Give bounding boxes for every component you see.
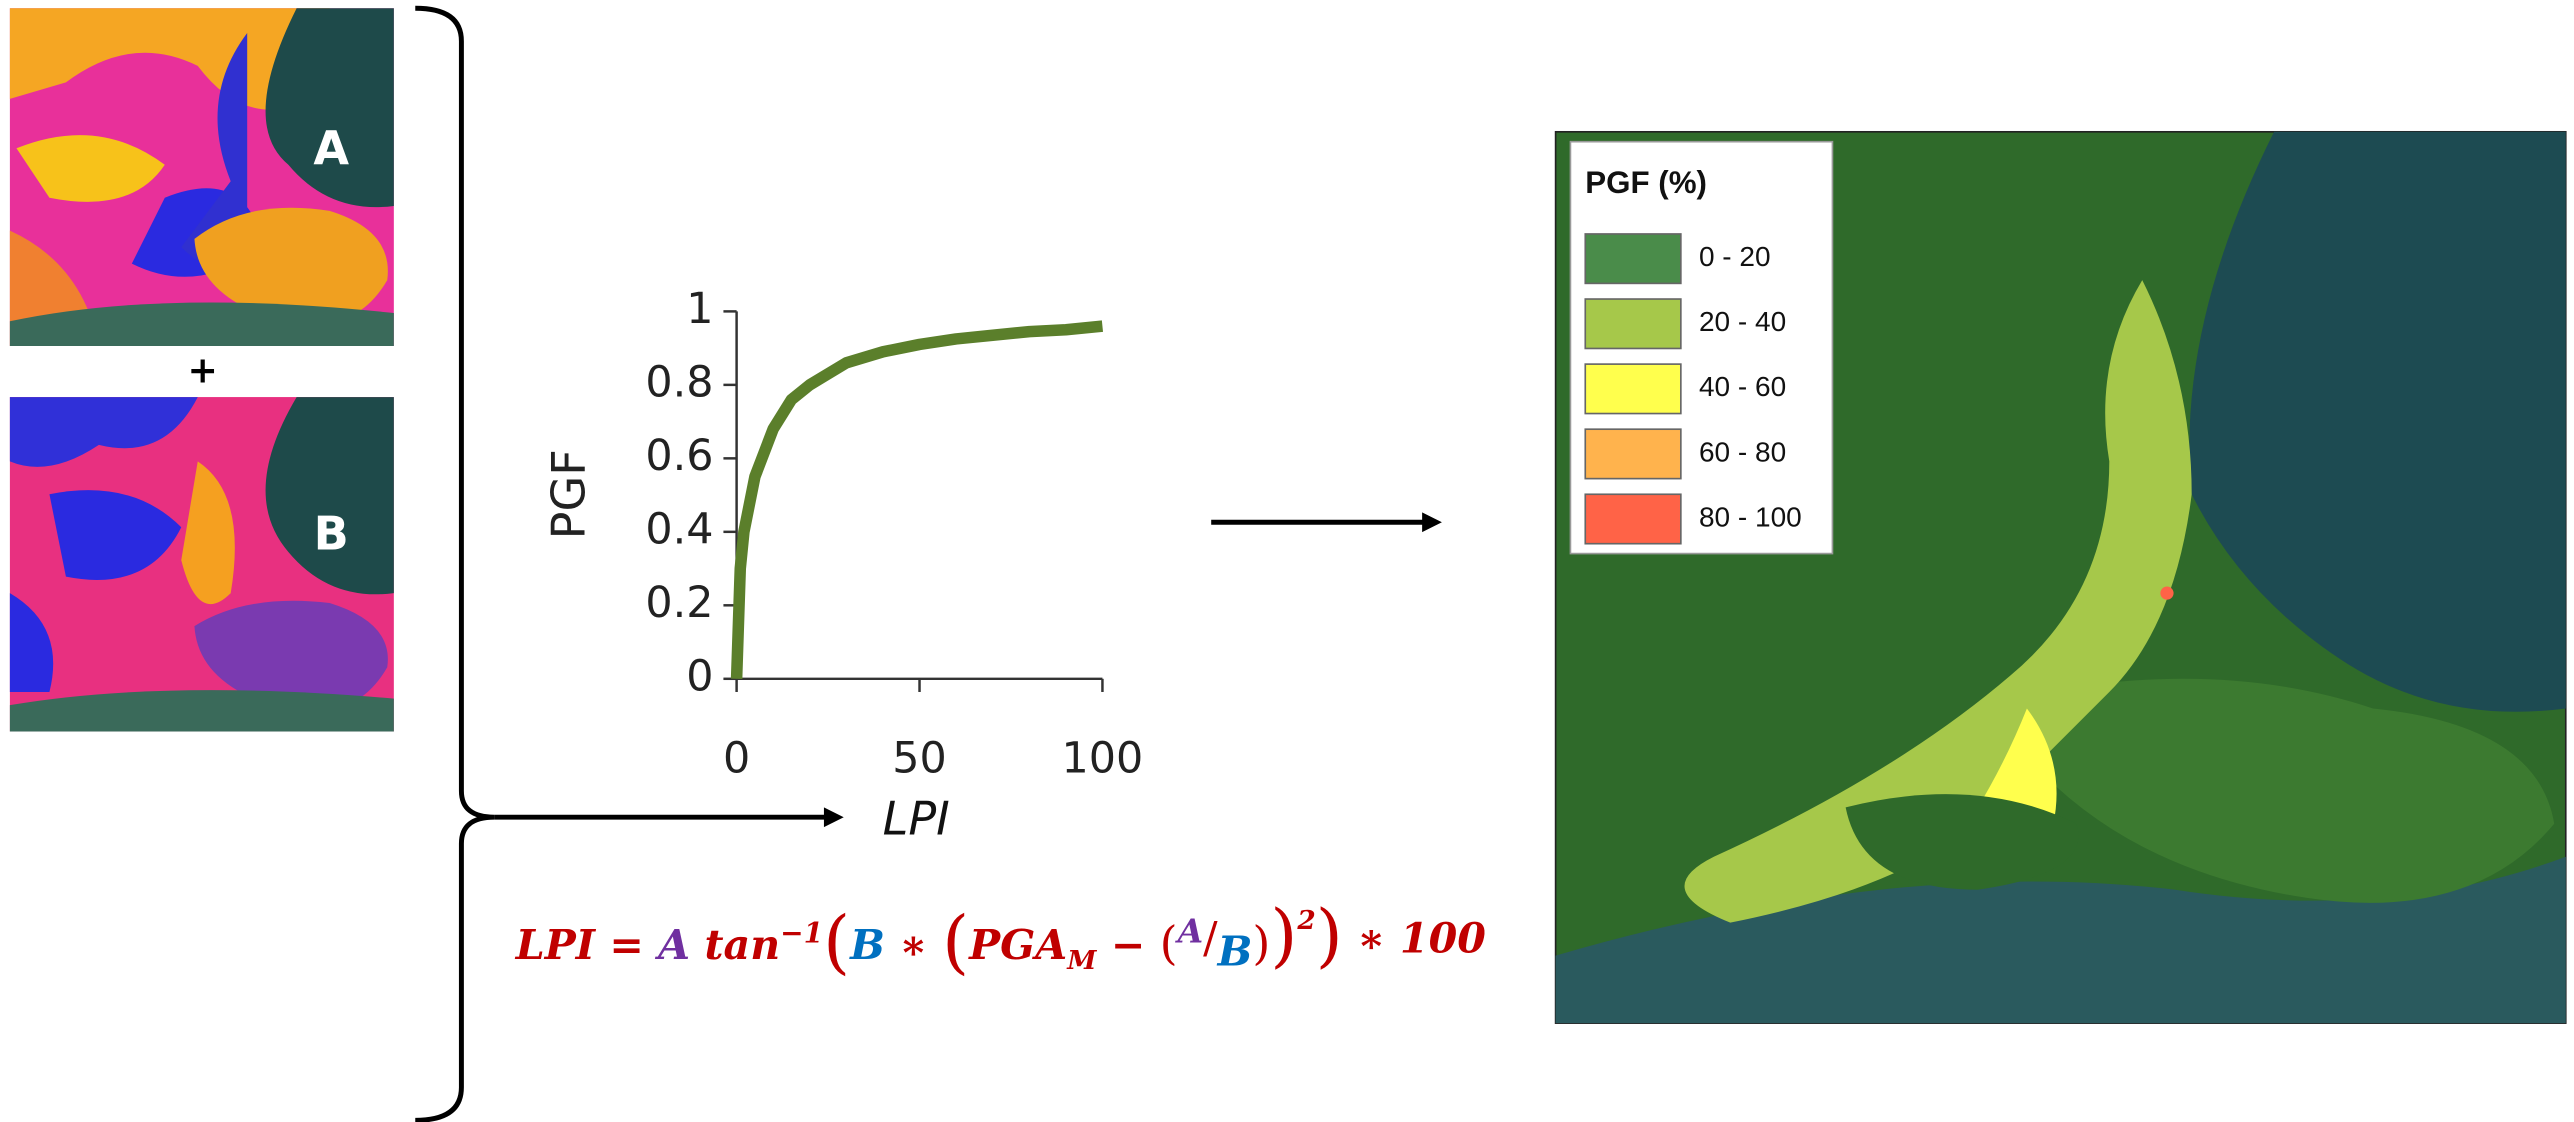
legend-swatch bbox=[1584, 233, 1682, 285]
formula-part: ∗ 100 bbox=[1343, 913, 1486, 962]
formula-part: ) bbox=[1252, 916, 1270, 970]
y-tick-label: 0.4 bbox=[645, 504, 713, 554]
formula-part: − bbox=[1096, 920, 1159, 969]
formula-part: ) bbox=[1316, 896, 1343, 976]
map-label: B bbox=[314, 507, 349, 561]
legend-title: PGF (%) bbox=[1585, 165, 1707, 200]
map-b: B bbox=[9, 397, 394, 732]
formula-part: ( bbox=[1160, 916, 1178, 970]
y-tick-label: 0.6 bbox=[645, 431, 713, 481]
legend: PGF (%) 0 - 20 20 - 40 40 - 60 60 - 80 80 - … bbox=[1569, 140, 1834, 555]
formula-part: −1 bbox=[780, 916, 823, 949]
formula-part: B bbox=[1217, 926, 1253, 975]
legend-label: 40 - 60 bbox=[1699, 371, 1786, 402]
legend-swatch bbox=[1584, 298, 1682, 350]
brace bbox=[415, 5, 495, 1122]
x-tick-label: 0 bbox=[723, 734, 750, 784]
arrow-head bbox=[1422, 512, 1442, 533]
data-line bbox=[730, 320, 1104, 679]
legend-label: 60 - 80 bbox=[1699, 436, 1786, 467]
map-label: A bbox=[313, 121, 349, 175]
legend-swatch bbox=[1584, 363, 1682, 415]
y-tick-label: 1 bbox=[686, 284, 713, 334]
legend-swatch bbox=[1584, 428, 1682, 480]
formula-part: LPI = bbox=[515, 920, 658, 969]
formula-part: tan bbox=[690, 920, 780, 969]
formula-part: 2 bbox=[1296, 905, 1315, 936]
formula-part: A bbox=[1175, 911, 1204, 950]
formula-part: A bbox=[654, 920, 690, 969]
y-tick-label: 0.8 bbox=[645, 357, 713, 407]
formula-part: / bbox=[1203, 913, 1218, 963]
arrow-head bbox=[823, 807, 844, 828]
formula-part: ) bbox=[1270, 896, 1297, 976]
y-tick-label: 0 bbox=[686, 651, 713, 701]
legend-box bbox=[1569, 140, 1834, 555]
formula-part: ∗ bbox=[885, 920, 942, 969]
formula-part: ( bbox=[942, 902, 969, 982]
map-a: A bbox=[9, 8, 394, 346]
x-tick-label: 50 bbox=[892, 734, 947, 784]
result-map bbox=[1554, 130, 2567, 1024]
formula-part: M bbox=[1066, 945, 1097, 976]
chart: PGF LPI 0 0.2 0.4 0.6 0.8 1 0 50 100 bbox=[541, 284, 1143, 846]
formula-part: B bbox=[849, 920, 885, 969]
y-axis-label: PGF bbox=[541, 449, 595, 539]
x-tick-label: 100 bbox=[1062, 734, 1144, 784]
legend-label: 0 - 20 bbox=[1699, 241, 1771, 272]
legend-label: 80 - 100 bbox=[1699, 501, 1802, 532]
plus-sign: + bbox=[188, 348, 218, 391]
legend-swatch bbox=[1584, 493, 1682, 545]
x-axis-label: LPI bbox=[883, 792, 950, 846]
formula-part: PGA bbox=[968, 920, 1067, 969]
formula: LPI = A tan−1(B ∗ (PGAM − (A/B))2) ∗ 100 bbox=[515, 896, 1486, 983]
legend-label: 20 - 40 bbox=[1699, 306, 1786, 337]
y-tick-label: 0.2 bbox=[645, 578, 713, 628]
formula-part: ( bbox=[823, 902, 850, 982]
